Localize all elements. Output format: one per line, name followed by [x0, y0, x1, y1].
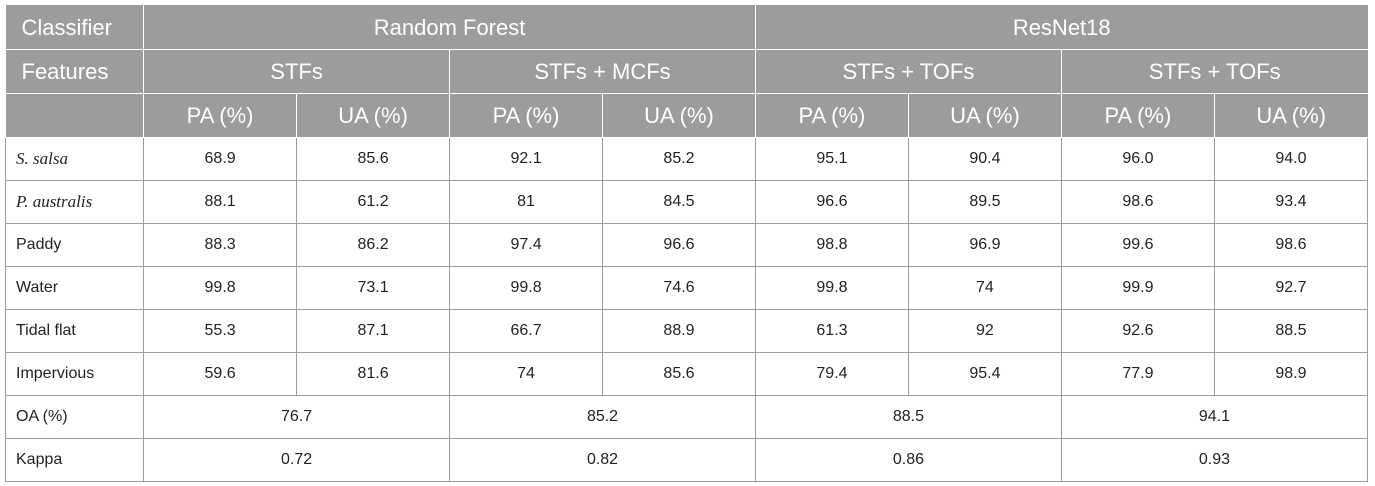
accuracy-table-container: Classifier Random Forest ResNet18 Featur…: [4, 5, 1369, 482]
table-cell: 66.7: [449, 309, 604, 353]
table-cell: 86.2: [296, 223, 451, 267]
table-row-water: Water 99.8 73.1 99.8 74.6 99.8 74 99.9 92.7: [4, 266, 1369, 310]
row-label: Tidal flat: [4, 309, 145, 353]
table-cell: 92.1: [449, 137, 604, 181]
table-cell: 96.9: [907, 223, 1062, 267]
classifier-random-forest: Random Forest: [143, 5, 756, 50]
table-cell: 73.1: [296, 266, 451, 310]
table-body: S. salsa 68.9 85.6 92.1 85.2 95.1 90.4 96.0 94.0…: [4, 137, 1369, 482]
table-row-paddy: Paddy 88.3 86.2 97.4 96.6 98.8 96.9 99.6 98.6: [4, 223, 1369, 267]
feature-set-header: STFs + TOFs: [1060, 49, 1368, 94]
table-row-s-salsa: S. salsa 68.9 85.6 92.1 85.2 95.1 90.4 96.0 94.0: [4, 137, 1369, 181]
table-cell: 89.5: [907, 180, 1062, 224]
table-cell: 96.6: [602, 223, 756, 267]
table-cell: 61.2: [296, 180, 451, 224]
metric-header: UA (%): [1213, 93, 1368, 138]
table-cell: 98.6: [1060, 180, 1215, 224]
table-cell: 98.6: [1213, 223, 1369, 267]
table-cell: 88.1: [143, 180, 298, 224]
table-cell: 59.6: [143, 352, 298, 396]
table-cell: 55.3: [143, 309, 298, 353]
table-cell: 74.6: [602, 266, 756, 310]
table-cell: 98.9: [1213, 352, 1369, 396]
table-cell: 74: [907, 266, 1062, 310]
table-cell: 99.9: [1060, 266, 1215, 310]
row-label: Impervious: [4, 352, 145, 396]
metric-header-row: PA (%) UA (%) PA (%) UA (%) PA (%) UA (%…: [5, 93, 1368, 138]
features-label: Features: [5, 49, 145, 94]
table-cell: 68.9: [143, 137, 298, 181]
table-cell: 92.6: [1060, 309, 1215, 353]
table-cell: 87.1: [296, 309, 451, 353]
table-cell: 85.2: [602, 137, 756, 181]
metric-header: UA (%): [602, 93, 756, 138]
feature-set-header: STFs: [143, 49, 451, 94]
summary-cell: 85.2: [449, 395, 756, 439]
table-cell: 96.0: [1060, 137, 1215, 181]
row-label: P. australis: [4, 180, 145, 224]
table-cell: 99.6: [1060, 223, 1215, 267]
accuracy-table: Classifier Random Forest ResNet18 Featur…: [4, 5, 1369, 482]
classifier-label: Classifier: [5, 5, 145, 50]
features-header-row: Features STFs STFs + MCFs STFs + TOFs ST…: [5, 49, 1368, 94]
table-cell: 92.7: [1213, 266, 1369, 310]
summary-label: OA (%): [4, 395, 145, 439]
table-cell: 99.8: [449, 266, 604, 310]
table-cell: 93.4: [1213, 180, 1369, 224]
table-cell: 84.5: [602, 180, 756, 224]
row-label: S. salsa: [4, 137, 145, 181]
table-cell: 85.6: [602, 352, 756, 396]
metric-header: PA (%): [449, 93, 604, 138]
table-cell: 99.8: [143, 266, 298, 310]
table-cell: 88.9: [602, 309, 756, 353]
table-row-tidal-flat: Tidal flat 55.3 87.1 66.7 88.9 61.3 92 92.6 88.5: [4, 309, 1369, 353]
table-cell: 85.6: [296, 137, 451, 181]
metric-header: PA (%): [143, 93, 298, 138]
metric-header-blank: [5, 93, 145, 138]
feature-set-header: STFs + MCFs: [449, 49, 756, 94]
table-cell: 88.3: [143, 223, 298, 267]
summary-cell: 94.1: [1060, 395, 1369, 439]
table-cell: 90.4: [907, 137, 1062, 181]
summary-cell: 0.86: [754, 438, 1062, 482]
summary-cell: 88.5: [754, 395, 1062, 439]
summary-label: Kappa: [4, 438, 145, 482]
table-cell: 79.4: [754, 352, 909, 396]
table-cell: 99.8: [754, 266, 909, 310]
metric-header: PA (%): [754, 93, 909, 138]
row-label: Water: [4, 266, 145, 310]
table-cell: 81.6: [296, 352, 451, 396]
table-cell: 96.6: [754, 180, 909, 224]
summary-cell: 0.93: [1060, 438, 1369, 482]
table-cell: 92: [907, 309, 1062, 353]
metric-header: PA (%): [1060, 93, 1215, 138]
row-label: Paddy: [4, 223, 145, 267]
table-cell: 61.3: [754, 309, 909, 353]
table-cell: 98.8: [754, 223, 909, 267]
table-cell: 88.5: [1213, 309, 1369, 353]
classifier-header-row: Classifier Random Forest ResNet18: [5, 5, 1368, 50]
table-cell: 74: [449, 352, 604, 396]
metric-header: UA (%): [296, 93, 451, 138]
table-cell: 81: [449, 180, 604, 224]
table-cell: 77.9: [1060, 352, 1215, 396]
table-cell: 95.4: [907, 352, 1062, 396]
metric-header: UA (%): [907, 93, 1062, 138]
table-header: Classifier Random Forest ResNet18 Featur…: [5, 5, 1368, 138]
summary-row-oa: OA (%) 76.7 85.2 88.5 94.1: [4, 395, 1369, 439]
table-cell: 97.4: [449, 223, 604, 267]
summary-cell: 76.7: [143, 395, 451, 439]
classifier-resnet18: ResNet18: [754, 5, 1368, 50]
table-row-p-australis: P. australis 88.1 61.2 81 84.5 96.6 89.5 98.6 93…: [4, 180, 1369, 224]
summary-row-kappa: Kappa 0.72 0.82 0.86 0.93: [4, 438, 1369, 482]
table-cell: 94.0: [1213, 137, 1369, 181]
summary-cell: 0.72: [143, 438, 451, 482]
feature-set-header: STFs + TOFs: [754, 49, 1062, 94]
table-row-impervious: Impervious 59.6 81.6 74 85.6 79.4 95.4 77.9 98.9: [4, 352, 1369, 396]
table-cell: 95.1: [754, 137, 909, 181]
summary-cell: 0.82: [449, 438, 756, 482]
